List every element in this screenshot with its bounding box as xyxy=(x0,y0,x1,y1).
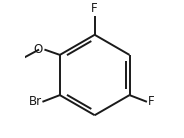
Text: F: F xyxy=(91,2,98,15)
Text: Br: Br xyxy=(29,95,42,108)
Text: F: F xyxy=(148,95,155,108)
Text: O: O xyxy=(33,43,43,56)
